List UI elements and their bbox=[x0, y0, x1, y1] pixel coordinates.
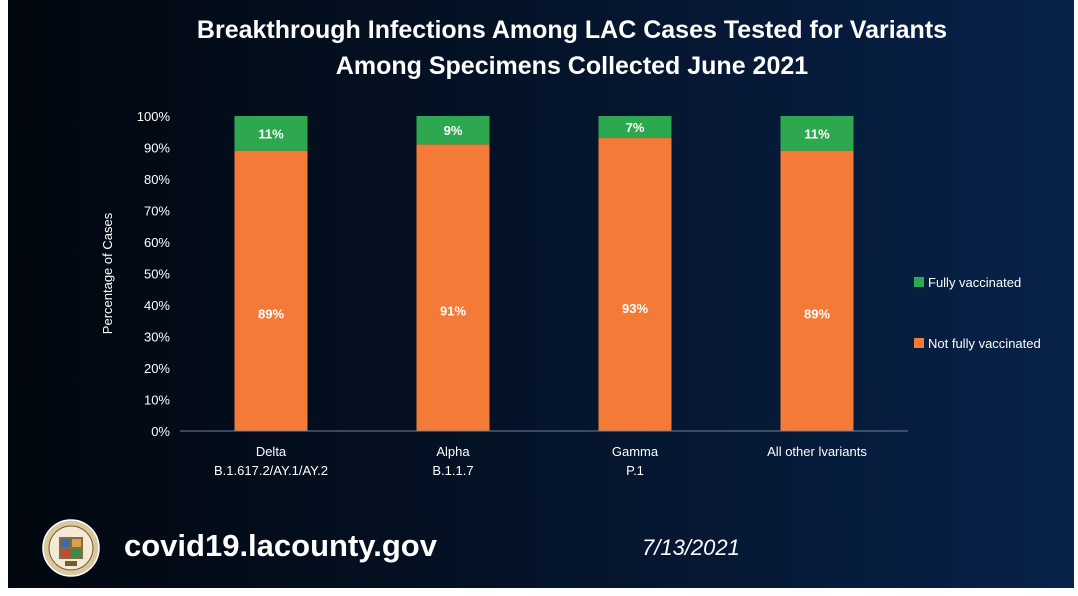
y-axis-label: Percentage of Cases bbox=[100, 212, 115, 334]
y-tick-label: 10% bbox=[144, 393, 170, 408]
bar-fully-vaccinated bbox=[598, 116, 672, 139]
data-label: 11% bbox=[804, 126, 830, 141]
data-label: 89% bbox=[258, 306, 284, 321]
footer-url[interactable]: covid19.lacounty.gov bbox=[124, 528, 437, 563]
data-label: 93% bbox=[622, 301, 648, 316]
bar-not-fully-vaccinated bbox=[234, 150, 308, 431]
title-line-1: Breakthrough Infections Among LAC Cases … bbox=[196, 16, 948, 44]
data-label: 11% bbox=[258, 126, 284, 141]
x-tick-label: Delta bbox=[256, 444, 287, 459]
bar-fully-vaccinated bbox=[416, 116, 490, 145]
legend-label: Not fully vaccinated bbox=[928, 336, 1041, 351]
y-tick-label: 30% bbox=[144, 330, 170, 345]
y-tick-label: 60% bbox=[144, 235, 170, 250]
y-tick-label: 70% bbox=[144, 204, 170, 219]
legend-label: Fully vaccinated bbox=[928, 275, 1021, 290]
x-tick-label: Gamma bbox=[612, 444, 659, 459]
y-tick-label: 50% bbox=[144, 267, 170, 282]
bar-not-fully-vaccinated bbox=[598, 138, 672, 432]
x-tick-label: P.1 bbox=[626, 463, 644, 478]
legend-swatch bbox=[914, 338, 924, 348]
bar-not-fully-vaccinated bbox=[780, 150, 854, 431]
x-tick-label: B.1.617.2/AY.1/AY.2 bbox=[214, 463, 328, 478]
chart-title: Breakthrough Infections Among LAC Cases … bbox=[8, 12, 1074, 84]
y-tick-label: 80% bbox=[144, 172, 170, 187]
x-tick-label: Alpha bbox=[436, 444, 470, 459]
legend-swatch bbox=[914, 277, 924, 287]
data-label: 9% bbox=[444, 123, 463, 138]
bar-not-fully-vaccinated bbox=[416, 144, 490, 431]
bar-fully-vaccinated bbox=[234, 116, 308, 151]
data-label: 7% bbox=[626, 120, 645, 135]
x-tick-label: B.1.1.7 bbox=[432, 463, 473, 478]
slide: Breakthrough Infections Among LAC Cases … bbox=[8, 0, 1074, 588]
title-line-2: Among Specimens Collected June 2021 bbox=[335, 52, 809, 80]
y-tick-label: 20% bbox=[144, 361, 170, 376]
y-tick-label: 100% bbox=[137, 109, 171, 124]
x-tick-label: All other lvariants bbox=[767, 444, 867, 459]
la-county-seal-icon bbox=[42, 519, 100, 577]
y-tick-label: 90% bbox=[144, 141, 170, 156]
data-label: 91% bbox=[440, 304, 466, 319]
data-label: 89% bbox=[804, 306, 830, 321]
y-tick-label: 40% bbox=[144, 298, 170, 313]
y-tick-label: 0% bbox=[151, 424, 170, 439]
footer-date: 7/13/2021 bbox=[642, 535, 740, 560]
stacked-bar-chart: 0% 10% 20% 30% 40% 50% 60% 70% 80% 90% 100% Percent… bbox=[100, 109, 1041, 478]
bar-fully-vaccinated bbox=[780, 116, 854, 151]
